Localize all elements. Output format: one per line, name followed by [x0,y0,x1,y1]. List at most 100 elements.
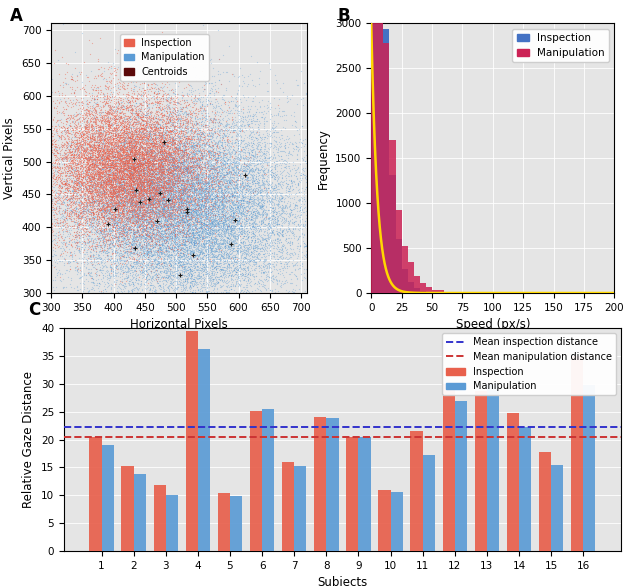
Point [241,138,252,147]
Point [196,178,206,188]
Point [130,176,140,185]
Point [162,155,172,164]
Point [84,200,94,210]
Point [207,306,218,316]
Point [184,165,194,175]
Point [186,355,196,364]
Point [100,182,110,191]
Point [141,208,152,217]
Point [83,206,93,216]
Point [204,215,214,224]
Point [152,125,162,134]
Point [58,212,68,222]
Point [113,148,123,157]
Point [139,183,149,193]
Point [159,185,170,195]
Point [134,134,144,144]
Point [201,262,211,271]
Point [148,282,159,292]
Point [179,207,189,217]
Point [89,142,99,151]
Point [234,155,244,165]
Point [101,188,111,197]
Point [113,158,123,168]
Point [140,116,150,125]
Point [168,199,179,208]
Point [116,120,126,129]
Point [154,184,164,193]
Point [281,234,291,243]
Point [97,188,107,197]
Point [169,163,179,173]
Point [171,243,181,253]
Point [10,216,20,226]
Point [130,190,140,199]
Point [51,180,61,189]
Point [141,131,152,140]
Point [109,187,120,196]
Point [134,196,144,206]
Point [125,138,136,148]
Point [198,271,208,280]
Point [132,226,142,235]
Point [60,146,70,155]
Point [134,294,144,303]
Point [128,185,138,194]
Point [254,130,264,139]
Point [202,220,212,230]
Point [66,142,76,151]
Point [238,135,248,144]
Point [82,128,92,138]
Point [239,155,249,164]
Point [159,195,169,204]
Point [107,89,117,98]
Point [76,207,86,217]
Point [125,183,136,192]
Point [17,213,27,222]
Point [146,184,156,193]
Point [115,113,125,122]
Point [108,213,118,223]
Point [98,185,108,195]
Point [78,203,88,213]
Point [150,185,161,195]
Point [170,216,180,225]
Point [269,251,279,260]
Point [214,183,225,193]
Point [57,183,67,192]
Point [145,272,156,281]
Point [104,165,114,175]
Point [141,147,151,156]
Point [118,174,128,183]
Point [113,199,124,208]
Point [124,169,134,179]
Point [204,257,214,267]
Point [172,207,182,217]
Point [134,210,145,220]
Point [181,211,191,220]
Point [121,122,131,131]
Point [134,175,145,185]
Point [166,171,176,180]
Point [189,166,200,175]
Point [149,138,159,148]
Point [165,196,175,205]
Point [102,177,113,186]
Point [230,207,241,216]
Point [221,193,231,202]
Point [90,229,100,238]
Point [178,120,188,129]
Point [198,138,209,148]
Point [109,141,119,151]
Point [143,152,154,162]
Point [141,241,151,250]
Point [97,161,107,170]
Point [206,233,216,243]
Point [42,157,52,166]
Point [82,176,92,186]
Point [166,203,176,212]
Point [156,145,166,155]
Point [234,274,244,283]
Point [241,176,252,185]
Point [194,137,204,146]
